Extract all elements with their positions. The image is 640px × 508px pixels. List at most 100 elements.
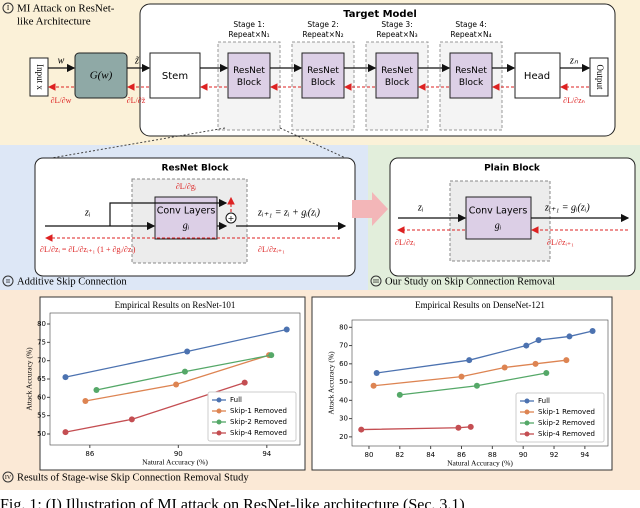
data-point [535, 337, 542, 344]
grad-label: ∂L/∂z̃ [127, 96, 146, 105]
panel-caption: Results of Stage-wise Skip Connection Re… [17, 472, 249, 483]
output-box [589, 57, 609, 97]
plus-node [225, 212, 237, 224]
y-tick-label: 70 [339, 342, 348, 350]
data-point [82, 398, 89, 404]
y-tick-label: 55 [37, 412, 46, 420]
y-tick-label: 70 [37, 357, 46, 365]
panel-caption: Our Study on Skip Connection Removal [385, 276, 555, 287]
data-point [268, 352, 275, 359]
box-title: Plain Block [484, 164, 541, 174]
data-point [589, 327, 596, 334]
box-title: ResNet Block [162, 164, 230, 174]
y-tick-label: 65 [37, 375, 46, 383]
conv-box [154, 196, 218, 240]
data-point [396, 391, 403, 398]
var-label: z̃ [134, 55, 139, 66]
conv-label: Conv Layers [157, 206, 216, 217]
zoom-line [39, 127, 226, 161]
legend-marker [216, 408, 222, 414]
x-tick-label: 82 [395, 451, 404, 459]
grad-label: ∂L/∂gᵢ [176, 182, 197, 191]
legend-marker [216, 419, 222, 425]
panel-label: I [7, 4, 10, 12]
y-tick-label: 40 [339, 396, 348, 404]
chart-box [39, 296, 306, 471]
x-tick-label: 94 [262, 450, 271, 458]
big-arrow [352, 192, 388, 226]
x-tick-label: 88 [488, 451, 497, 459]
y-tick-label: 50 [339, 378, 348, 386]
data-point [173, 381, 180, 388]
block-label: ResNet Block [455, 66, 487, 88]
var-label: zᵢ [84, 207, 91, 218]
legend-label: Skip-4 Removed [538, 430, 595, 438]
y-tick-label: 60 [37, 393, 46, 401]
legend-label: Skip-1 Removed [230, 407, 287, 415]
x-tick-label: 84 [426, 451, 435, 459]
grad-label: ∂L/∂zᵢ₊₁ [547, 238, 574, 247]
panel-badge [2, 2, 14, 14]
var-label: w [58, 55, 65, 66]
legend-label: Skip-1 Removed [538, 408, 595, 416]
conv-box [465, 196, 532, 240]
plus-sign: + [228, 214, 235, 223]
legend-box [515, 392, 605, 443]
block-label: ResNet Block [233, 66, 265, 88]
block-label: ResNet Block [307, 66, 339, 88]
data-point [128, 416, 135, 423]
legend-marker [524, 431, 530, 437]
legend-box [207, 391, 297, 442]
conv-func: gᵢ [495, 220, 502, 231]
legend-label: Skip-2 Removed [230, 418, 287, 426]
resnet-block [227, 52, 271, 99]
block-label: ResNet Block [381, 66, 413, 88]
data-point [455, 424, 462, 431]
data-point [523, 342, 530, 349]
series-line [376, 330, 593, 374]
stage-title: Stage 4: [455, 20, 486, 29]
var-label: zₙ [569, 55, 579, 66]
x-tick-label: 90 [174, 450, 183, 458]
generator-box [74, 52, 128, 99]
grad-label: ∂L/∂zᵢ = ∂L/∂zᵢ₊₁ (1 + ∂gᵢ/∂zᵢ) [40, 245, 136, 254]
stage-title: Stage 2: [307, 20, 338, 29]
stage-title: Stage 3: [381, 20, 412, 29]
var-label: zᵢ [417, 202, 424, 213]
conv-func: gᵢ [183, 220, 190, 231]
head-label: Head [524, 71, 550, 82]
equation: zᵢ₊₁ = gᵢ(zᵢ) [544, 202, 590, 213]
stage-repeat: Repeat×N₂ [302, 30, 343, 39]
x-tick-label: 80 [365, 451, 374, 459]
y-tick-label: 50 [37, 430, 46, 438]
generator-label: G(w) [90, 70, 113, 82]
resnet-block [375, 52, 419, 99]
data-point [184, 348, 191, 355]
legend-label: Full [230, 396, 242, 404]
legend-label: Skip-2 Removed [538, 419, 595, 427]
y-tick-label: 80 [37, 320, 46, 328]
box-title: Target Model [343, 9, 417, 20]
data-point [62, 374, 69, 381]
plot-area [351, 319, 609, 447]
data-point [532, 360, 539, 367]
chart-title: Empirical Results on DenseNet-121 [415, 300, 545, 310]
x-tick-label: 94 [580, 451, 589, 459]
data-point [563, 357, 570, 364]
resnet-block [449, 52, 493, 99]
legend-marker [216, 397, 222, 403]
stage-repeat: Repeat×N₄ [450, 30, 491, 39]
data-point [370, 382, 377, 389]
grad-label: ∂L/∂zᵢ₊₁ [258, 245, 285, 254]
legend-marker [216, 430, 222, 436]
stem-box [149, 52, 201, 99]
output-label: Output [595, 64, 605, 90]
y-axis-label: Attack Accuracy (%) [25, 347, 34, 411]
data-point [543, 369, 550, 376]
data-point [373, 369, 380, 376]
data-point [358, 426, 365, 433]
chart-title: Empirical Results on ResNet-101 [115, 300, 236, 310]
panel-label: II [6, 279, 10, 285]
panel-label: III [373, 279, 379, 285]
